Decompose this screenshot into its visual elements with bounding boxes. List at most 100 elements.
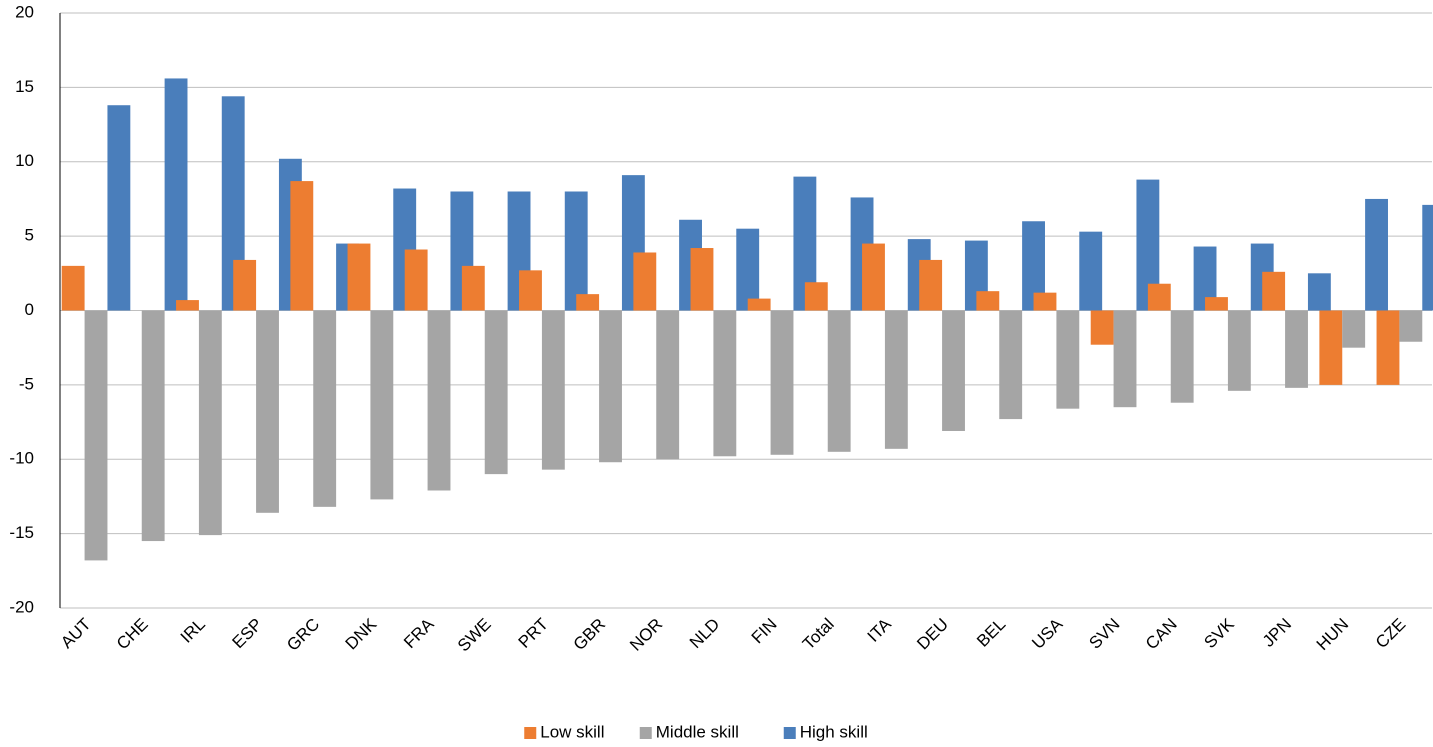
bar: [370, 310, 394, 500]
x-tick-label: HUN: [1313, 615, 1352, 654]
bar: [713, 310, 737, 457]
legend-label: High skill: [800, 722, 868, 741]
bar: [233, 259, 257, 311]
bar: [656, 310, 680, 460]
bar: [1056, 310, 1080, 409]
bar: [1147, 283, 1171, 311]
x-tick-label: DNK: [342, 614, 381, 653]
bar: [519, 270, 542, 311]
x-tick-label: CHE: [113, 615, 152, 654]
y-tick-label: 15: [15, 77, 34, 96]
bar: [1285, 310, 1308, 388]
bar: [690, 248, 714, 311]
y-tick-label: 0: [25, 300, 34, 319]
x-tick-label: SVK: [1200, 614, 1238, 652]
bar: [176, 300, 199, 311]
bar: [999, 310, 1023, 420]
bar: [942, 310, 965, 431]
legend-label: Low skill: [540, 722, 604, 741]
bar: [61, 265, 85, 311]
bar: [1193, 246, 1217, 311]
x-tick-label: ESP: [229, 615, 266, 652]
bar: [1090, 310, 1114, 345]
bar: [484, 310, 508, 475]
x-tick-label: ITA: [864, 614, 896, 646]
x-tick-label: GRC: [283, 615, 323, 655]
bar: [141, 310, 165, 542]
y-tick-label: -20: [9, 597, 34, 616]
x-tick-label: NOR: [626, 615, 666, 655]
bar: [198, 310, 222, 536]
bar: [919, 259, 943, 311]
bar: [290, 181, 314, 311]
bar: [1307, 273, 1331, 311]
bar: [1365, 198, 1388, 311]
legend-swatch: [783, 727, 796, 739]
bar: [541, 310, 565, 470]
legend-swatch: [524, 727, 537, 739]
y-tick-label: -10: [9, 449, 34, 468]
bar: [313, 310, 337, 507]
bar: [884, 310, 908, 449]
bar: [1170, 310, 1194, 403]
bar: [747, 298, 771, 311]
x-tick-label: SVN: [1085, 615, 1123, 653]
y-tick-label: 5: [25, 226, 34, 245]
bar: [564, 191, 588, 311]
x-tick-label: FIN: [748, 615, 781, 648]
bar: [107, 105, 131, 311]
bar: [633, 252, 657, 311]
y-tick-label: -5: [19, 374, 34, 393]
x-tick-label: FRA: [400, 614, 438, 652]
x-tick-label: IRL: [177, 615, 209, 647]
bar: [347, 243, 371, 311]
legend-label: Middle skill: [656, 722, 739, 741]
bar: [404, 249, 428, 311]
bar: [1342, 310, 1366, 348]
x-tick-label: GBR: [570, 615, 609, 654]
bar: [827, 310, 851, 452]
bar: [770, 310, 794, 455]
bar: [1136, 179, 1160, 311]
y-tick-label: 20: [15, 2, 34, 21]
x-tick-label: JPN: [1259, 615, 1295, 651]
bar: [1319, 310, 1343, 385]
legend: Low skill Middle skill High skill: [524, 722, 868, 741]
legend-swatch: [639, 727, 652, 739]
x-tick-label: CAN: [1142, 615, 1181, 654]
x-tick-label: BEL: [973, 615, 1009, 651]
bar: [1422, 204, 1433, 311]
x-tick-label: PRT: [515, 615, 552, 652]
bar: [599, 310, 622, 463]
x-tick-label: DEU: [913, 615, 952, 654]
bar: [793, 176, 817, 311]
x-tick-label: Total: [799, 615, 838, 654]
x-tick-label: NLD: [686, 615, 723, 652]
bar: [862, 243, 885, 311]
bar: [1262, 271, 1286, 311]
x-tick-label: USA: [1028, 614, 1067, 653]
bar: [736, 228, 760, 311]
y-tick-label: -15: [9, 523, 34, 542]
bar: [1022, 221, 1045, 311]
bar: [461, 265, 485, 311]
bar: [1033, 292, 1057, 311]
x-tick-label: CZE: [1372, 615, 1409, 652]
bar: [84, 310, 108, 561]
bar: [1227, 310, 1251, 391]
bar: [1399, 310, 1423, 342]
bar: [1376, 310, 1400, 385]
bar: [256, 310, 279, 513]
x-tick-label: SWE: [454, 615, 495, 656]
bar: [221, 96, 245, 311]
bar: [164, 78, 188, 311]
bar: [576, 294, 600, 311]
bar: [976, 291, 1000, 311]
x-tick-label: AUT: [57, 615, 94, 652]
y-tick-label: 10: [15, 151, 34, 170]
bar: [1079, 231, 1103, 311]
bar: [1205, 297, 1228, 311]
bar: [427, 310, 451, 491]
bar: [1113, 310, 1137, 408]
